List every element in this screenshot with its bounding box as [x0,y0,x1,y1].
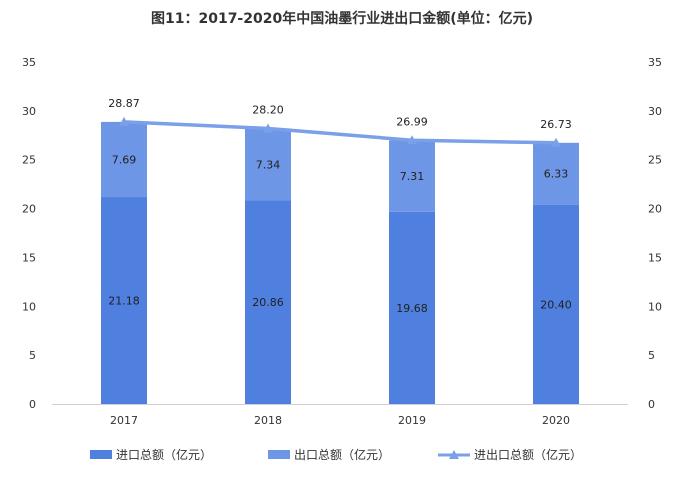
bar-export [245,128,291,201]
bar-import [101,197,147,404]
chart-title: 图11：2017-2020年中国油墨行业进出口金额(单位：亿元) [150,11,534,27]
line-marker [263,123,273,133]
x-tick-label: 2018 [254,414,282,427]
y2-tick-label: 0 [648,398,655,411]
bar-import [533,204,579,404]
data-label-export: 7.31 [400,170,425,183]
y2-tick-label: 20 [648,203,662,216]
x-tick-label: 2019 [398,414,426,427]
line-marker [119,116,129,126]
bar-import [245,200,291,404]
legend-marker-total [449,450,459,459]
line-marker [551,137,561,147]
y-tick-label: 30 [22,105,36,118]
legend-label-export: 出口总额（亿元） [294,447,390,462]
y2-tick-label: 30 [648,105,662,118]
data-label-export: 7.69 [112,153,137,166]
series-line-total [122,120,558,145]
data-label-import: 21.18 [108,295,140,308]
bar-export [389,140,435,212]
data-label-import: 20.86 [252,296,284,309]
x-tick-label: 2017 [110,414,138,427]
y2-tick-label: 15 [648,251,662,264]
data-label-export: 7.34 [256,158,281,171]
y-tick-label: 15 [22,251,36,264]
legend-label-total: 进出口总额（亿元） [474,447,582,462]
line-marker [407,135,417,145]
legend-swatch-import [90,450,112,459]
y-tick-label: 25 [22,154,36,167]
y-tick-label: 10 [22,300,36,313]
data-label-export: 6.33 [544,168,569,181]
y2-tick-label: 10 [648,300,662,313]
data-label-import: 19.68 [396,302,428,315]
legend-label-import: 进口总额（亿元） [116,447,212,462]
y-tick-label: 0 [29,398,36,411]
y2-tick-label: 25 [648,154,662,167]
y2-tick-label: 35 [648,56,662,69]
data-label-total: 26.99 [396,115,428,128]
data-label-total: 28.87 [108,97,140,110]
data-label-import: 20.40 [540,298,572,311]
bar-import [389,211,435,404]
data-label-total: 26.73 [540,118,572,131]
bar-export [101,121,147,198]
y-tick-label: 35 [22,56,36,69]
data-label-total: 28.20 [252,103,284,116]
legend-swatch-export [268,450,290,459]
y-tick-label: 20 [22,203,36,216]
y2-tick-label: 5 [648,349,655,362]
x-tick-label: 2020 [542,414,570,427]
bar-export [533,142,579,205]
y-tick-label: 5 [29,349,36,362]
